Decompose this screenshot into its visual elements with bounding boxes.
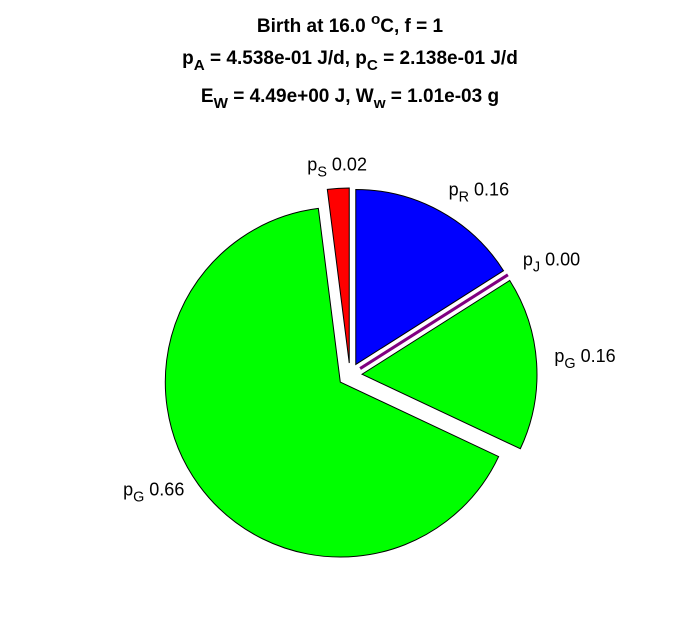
value-label: 0.66	[149, 479, 184, 499]
pie-slice	[326, 187, 350, 364]
category-label: pJ​	[523, 249, 540, 275]
pie-slice	[355, 188, 505, 366]
chart-title: Birth at 16.0 o​C, f = 1	[257, 11, 444, 37]
category-label: pG​	[123, 479, 144, 505]
value-label: 0.16	[581, 346, 616, 366]
slice-label: pG​ 0.16	[554, 346, 615, 372]
pie-slice	[164, 207, 500, 558]
value-label: 0.16	[474, 180, 509, 200]
value-label: 0.00	[545, 249, 580, 269]
slice-label: pJ​ 0.00	[523, 249, 580, 275]
value-label: 0.02	[332, 155, 367, 175]
pie-slice	[360, 279, 538, 450]
slice-label: pS​0.02	[307, 155, 367, 181]
category-label: pS​	[307, 155, 327, 181]
category-label: pG​	[554, 346, 575, 372]
chart-subtitle: pA​ = 4.538e-01 J/d, pC​ = 2.138e-01 J/d	[182, 48, 518, 74]
category-label: pR​	[449, 180, 469, 206]
pie-slice	[359, 273, 509, 370]
slice-label: pR​0.16	[449, 180, 509, 206]
chart-subtitle: EW​ = 4.49e+00 J, Ww​ = 1.01e-03 g	[201, 86, 499, 112]
slice-label: pG​0.66	[123, 479, 184, 505]
